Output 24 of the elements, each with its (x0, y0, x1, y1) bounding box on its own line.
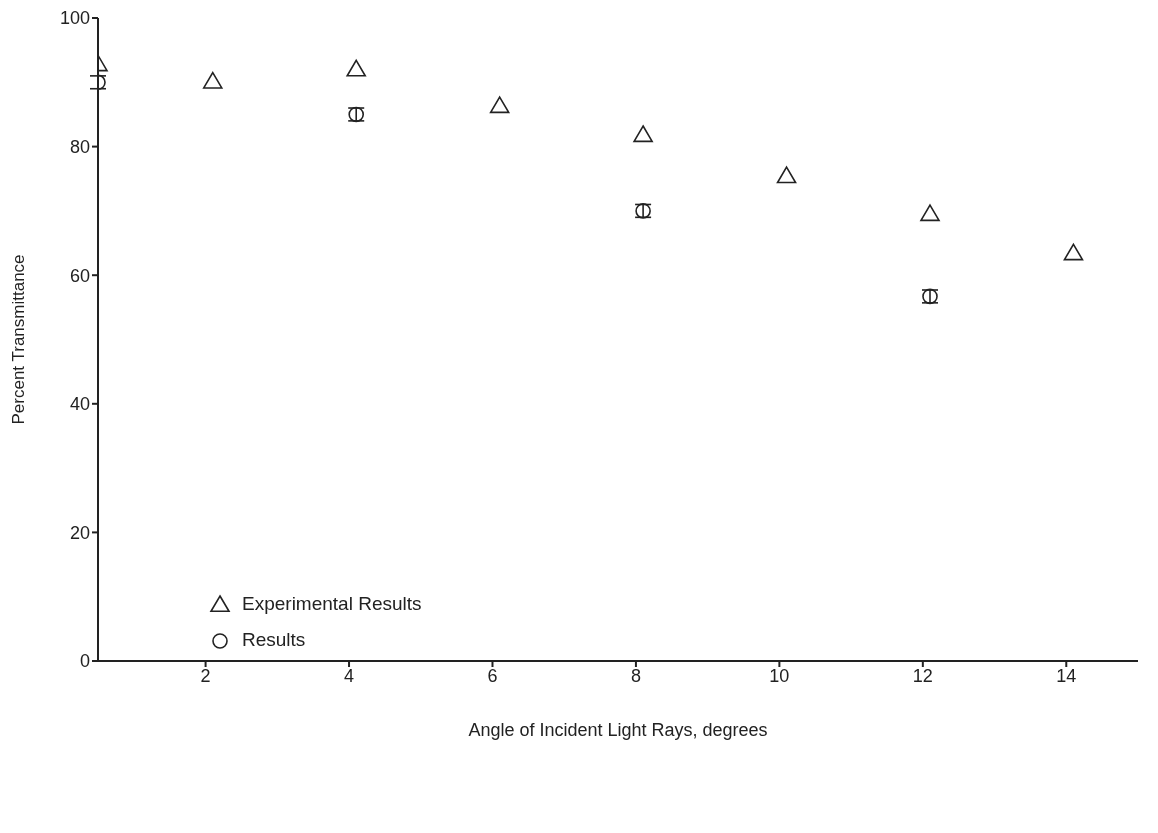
point (346, 59, 367, 77)
x-tick-label: 6 (487, 665, 498, 686)
y-tick-label: 100 (59, 8, 90, 29)
legend-label: Experimental Results (242, 593, 422, 615)
point (776, 166, 797, 184)
x-tick-label: 4 (344, 665, 355, 686)
point (1063, 243, 1084, 261)
y-tick-label: 40 (69, 394, 90, 415)
y-axis-title: Percent Transmittance (9, 254, 29, 425)
y-tick-label: 60 (69, 265, 90, 286)
y-tick-label: 20 (69, 522, 90, 543)
x-tick-label: 10 (769, 665, 790, 686)
point (920, 204, 940, 222)
point (633, 125, 653, 143)
legend-label: Results (242, 629, 306, 651)
x-tick-label: 14 (1056, 665, 1077, 686)
x-axis-title: Angle of Incident Light Rays, degrees (468, 720, 768, 740)
x-tick-label: 12 (912, 665, 933, 686)
y-tick-label: 80 (69, 136, 90, 157)
x-tick-label: 2 (200, 665, 211, 686)
y-tick-label: 0 (79, 651, 90, 672)
point (489, 96, 510, 114)
x-tick-label: 8 (630, 665, 641, 686)
point (202, 71, 223, 89)
